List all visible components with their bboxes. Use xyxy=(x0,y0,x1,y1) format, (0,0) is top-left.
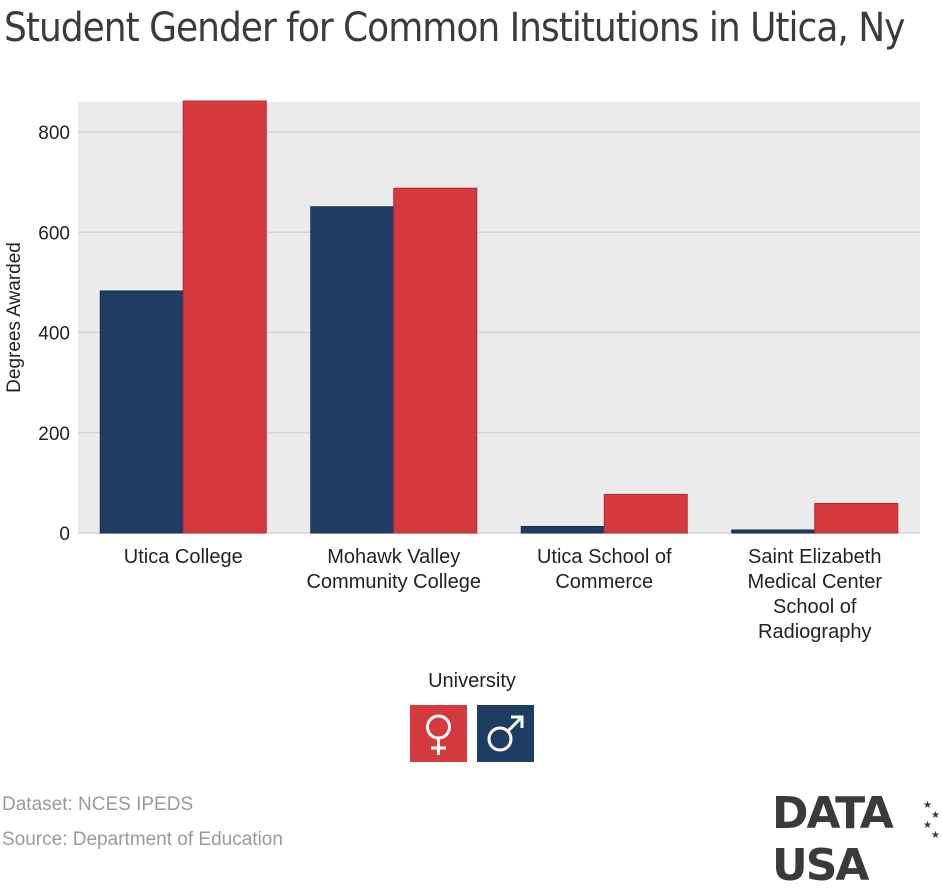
x-tick-label: Saint Elizabeth xyxy=(748,546,881,568)
datausa-logo: DATA USA xyxy=(772,788,894,891)
bar-female xyxy=(814,502,899,534)
x-tick-label: Mohawk Valley xyxy=(327,546,460,568)
svg-text:★: ★ xyxy=(923,820,932,831)
y-tick-label: 800 xyxy=(38,123,70,144)
bar-female xyxy=(603,493,688,534)
bar-female xyxy=(393,187,478,534)
bar-male xyxy=(520,525,605,534)
x-tick-label: Utica School of xyxy=(537,546,672,568)
y-tick-label: 200 xyxy=(38,424,70,445)
x-tick-label: Commerce xyxy=(555,571,653,593)
x-tick-label: Radiography xyxy=(758,621,871,643)
logo-stars-icon: ★ ★ ★ ★ xyxy=(923,800,940,838)
x-tick-label: Medical Center xyxy=(747,571,882,593)
y-tick-label: 400 xyxy=(38,324,70,345)
bar-male xyxy=(731,529,816,534)
svg-text:★: ★ xyxy=(931,830,940,838)
female-symbol-icon xyxy=(426,714,451,755)
source-caption: Source: Department of Education xyxy=(2,829,283,850)
x-tick-label: Community College xyxy=(306,571,481,593)
bar-male xyxy=(99,290,184,534)
svg-text:★: ★ xyxy=(923,800,932,811)
legend-item-female[interactable] xyxy=(410,705,467,762)
bar-female xyxy=(182,100,267,534)
bar-chart: 0 200 400 600 800 Degrees Awarded Utica Colleg… xyxy=(4,100,920,643)
x-tick-label: School of xyxy=(773,596,857,618)
y-tick-label: 600 xyxy=(38,223,70,244)
chart-title: Student Gender for Common Institutions i… xyxy=(4,5,905,51)
male-symbol-icon xyxy=(487,715,524,752)
x-tick-label: Utica College xyxy=(124,546,243,568)
y-tick-label: 0 xyxy=(59,524,70,545)
svg-text:★: ★ xyxy=(931,810,940,821)
dataset-caption: Dataset: NCES IPEDS xyxy=(2,794,194,815)
y-axis-label: Degrees Awarded xyxy=(4,242,25,393)
legend-title: University xyxy=(428,670,516,692)
bar-male xyxy=(310,206,395,534)
legend-item-male[interactable] xyxy=(477,705,534,762)
